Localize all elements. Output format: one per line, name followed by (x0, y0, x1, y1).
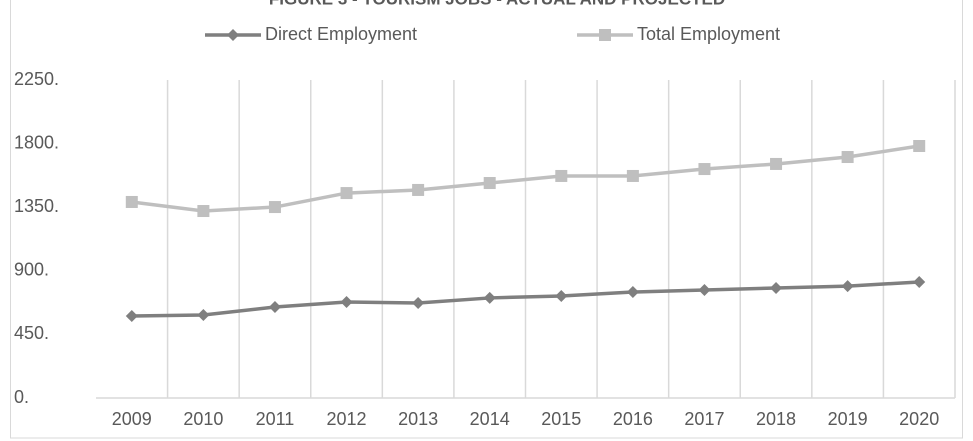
point (626, 286, 639, 298)
x-tick-label: 2014 (470, 409, 510, 429)
series-line (131, 144, 920, 213)
legend-marker (599, 29, 611, 41)
point (268, 201, 281, 214)
y-tick-label: 2250. (14, 69, 59, 89)
x-tick-label: 2019 (828, 409, 868, 429)
x-tick-label: 2012 (327, 409, 367, 429)
point (197, 309, 210, 322)
point (841, 280, 854, 293)
point (626, 169, 639, 182)
series-line (131, 280, 920, 318)
y-tick-label: 450. (14, 323, 49, 343)
point (268, 300, 281, 313)
point (698, 284, 711, 297)
x-tick-label: 2018 (756, 409, 796, 429)
point (483, 177, 496, 190)
point (913, 140, 926, 153)
x-tick-label: 2015 (541, 409, 581, 429)
point (125, 310, 138, 323)
x-tick-label: 2013 (398, 409, 438, 429)
point (197, 205, 210, 218)
legend-marker (227, 29, 239, 41)
point (913, 275, 926, 288)
point (770, 157, 783, 170)
point (125, 195, 138, 208)
point (340, 187, 353, 200)
y-tick-label: 0. (14, 387, 29, 407)
point (698, 163, 711, 176)
y-tick-label: 1800. (14, 132, 59, 152)
point (555, 289, 568, 302)
point (412, 183, 425, 196)
point (770, 282, 783, 295)
x-tick-label: 2009 (112, 409, 152, 429)
x-tick-label: 2020 (899, 409, 939, 429)
chart-title: FIGURE 3 - TOURISM JOBS - ACTUAL AND PRO… (269, 0, 725, 8)
point (483, 291, 496, 304)
x-tick-label: 2017 (684, 409, 724, 429)
point (841, 151, 854, 164)
y-tick-label: 1350. (14, 196, 59, 216)
point (340, 296, 353, 309)
x-tick-label: 2011 (256, 409, 295, 429)
x-tick-label: 2016 (613, 409, 653, 429)
legend-label: Direct Employment (265, 24, 417, 44)
point (555, 169, 568, 182)
chart-frame (10, 0, 963, 439)
point (412, 297, 425, 310)
y-tick-label: 900. (14, 260, 49, 280)
legend-label: Total Employment (637, 24, 780, 44)
x-tick-label: 2010 (183, 409, 223, 429)
